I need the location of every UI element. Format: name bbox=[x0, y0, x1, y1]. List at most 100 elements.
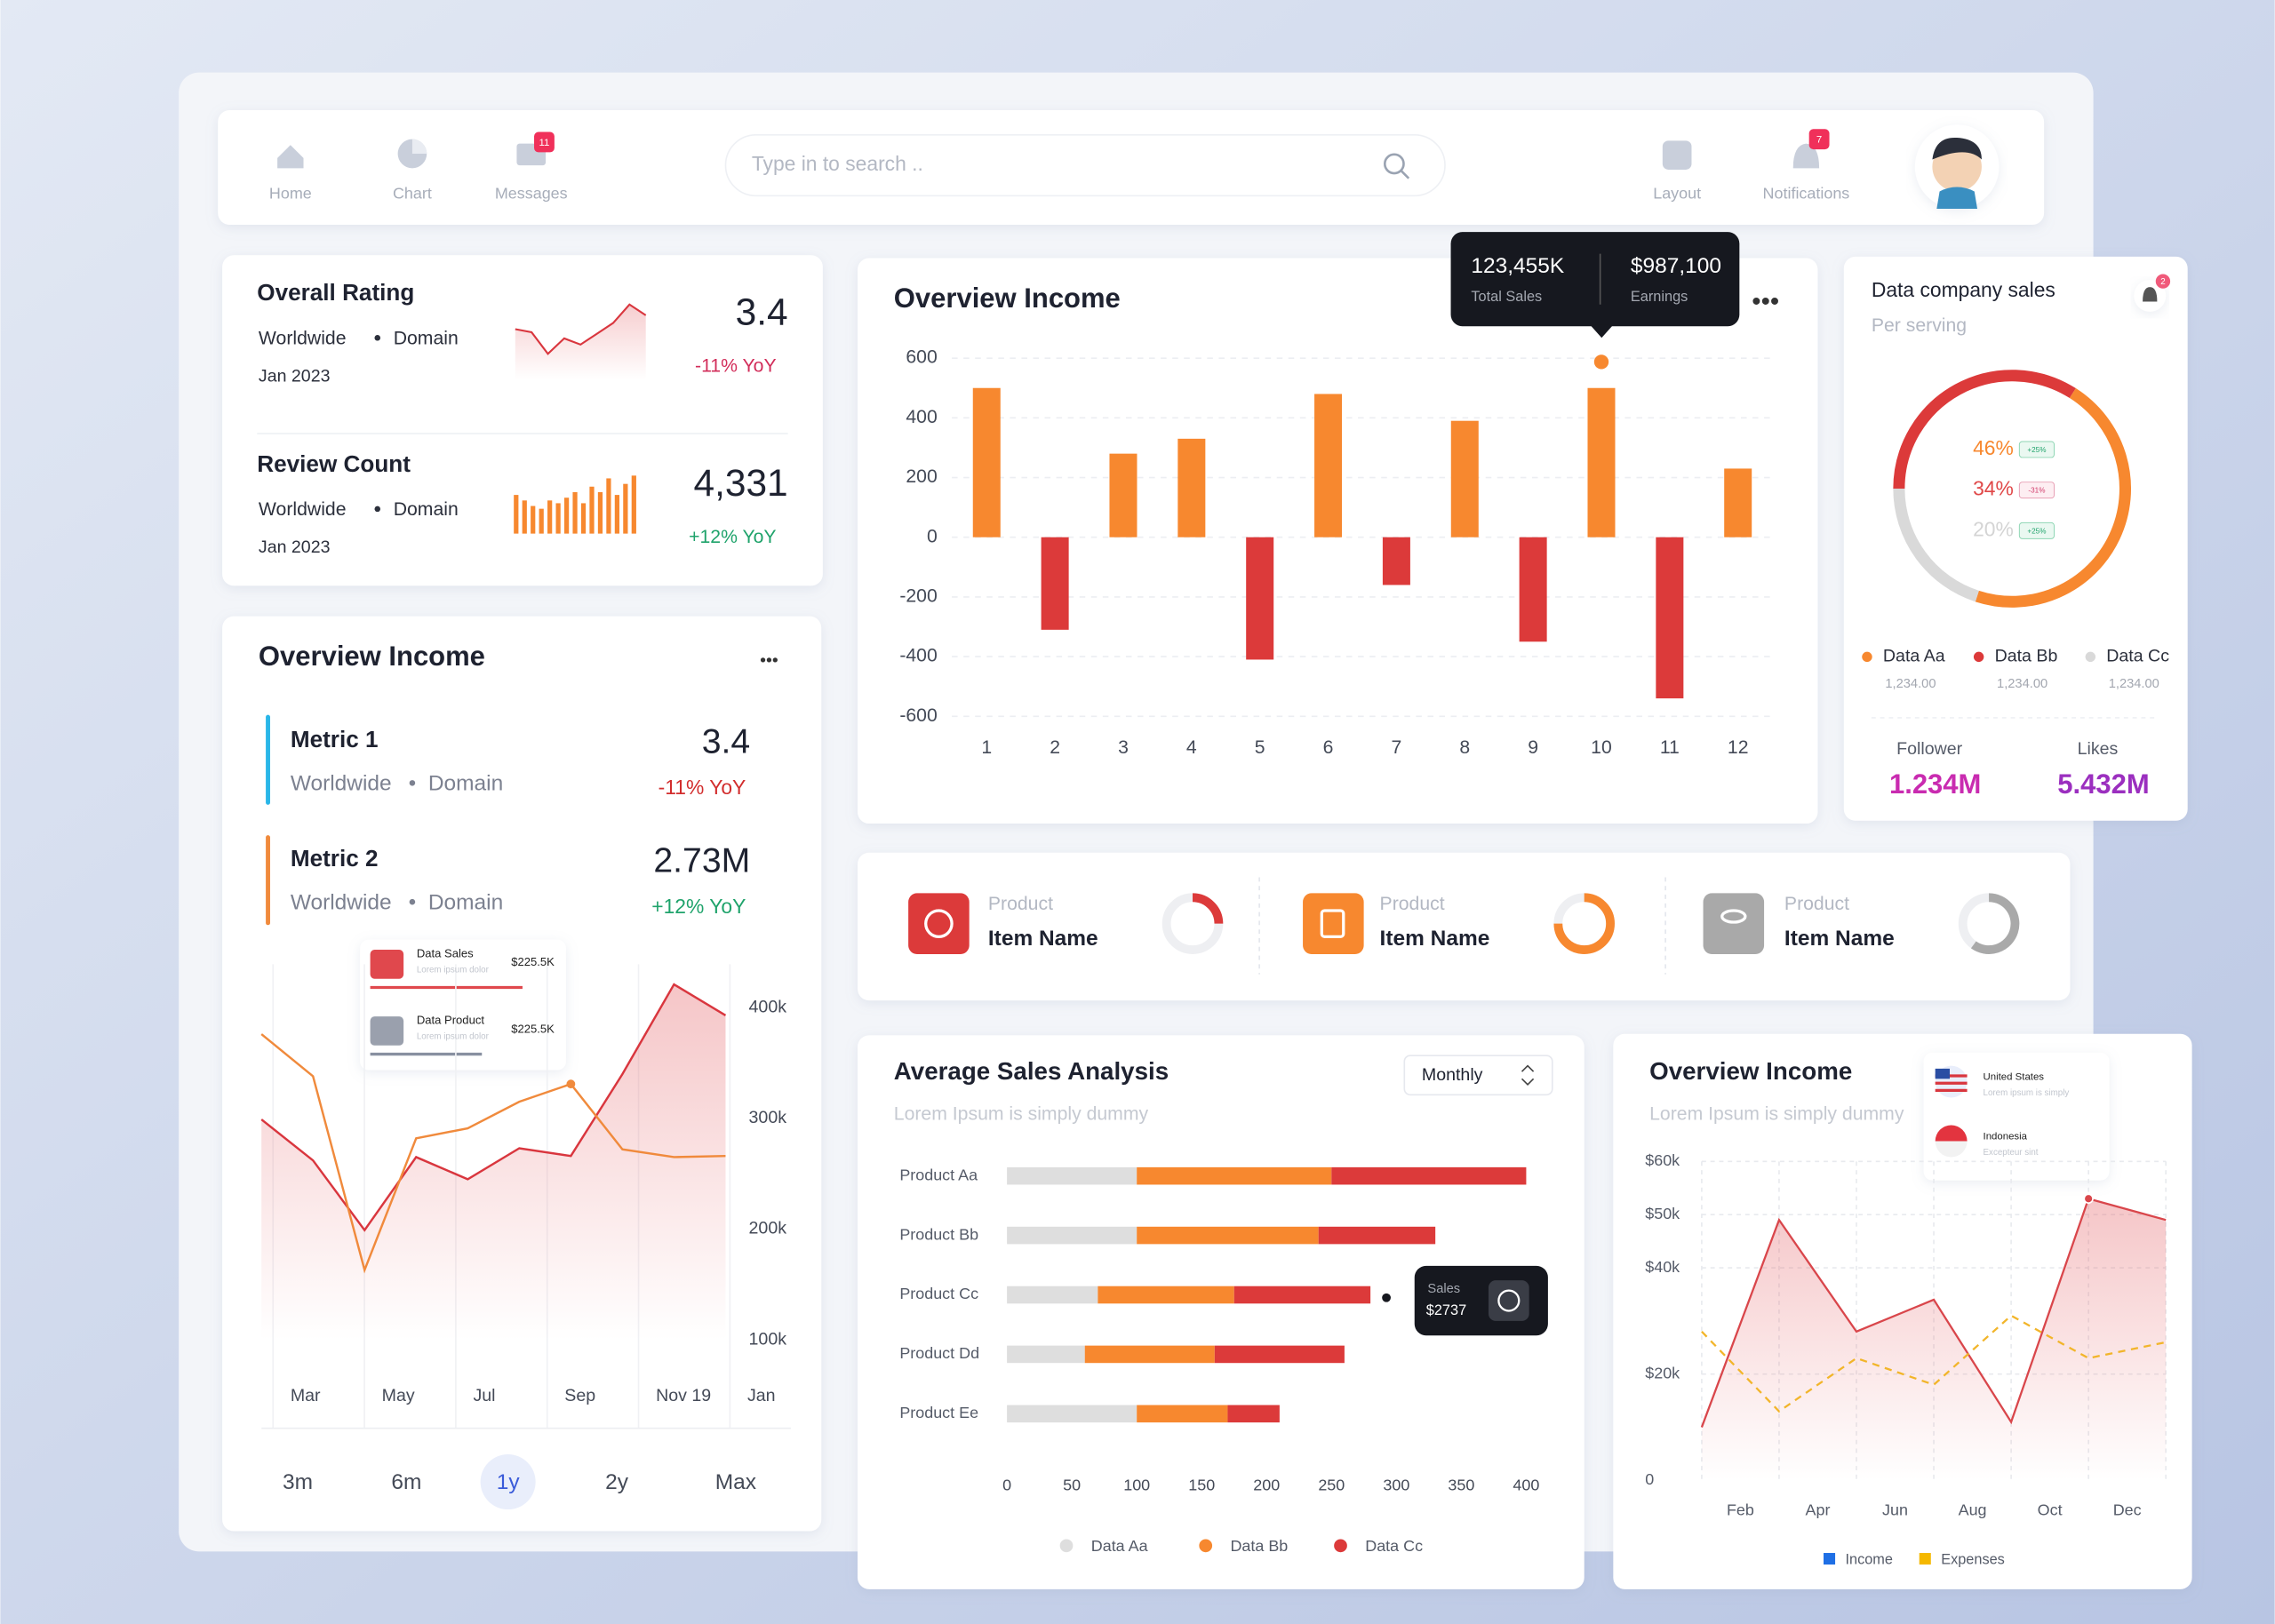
spark-bar bbox=[589, 486, 595, 534]
tooltip-name: United States bbox=[1984, 1072, 2045, 1083]
y-tick-label: 400 bbox=[906, 407, 937, 427]
nav-label[interactable]: Chart bbox=[393, 184, 432, 202]
bar-segment bbox=[1007, 1286, 1098, 1304]
period-active-bg[interactable] bbox=[480, 1454, 536, 1510]
tooltip-note: Lorem ipsum dolor bbox=[417, 1032, 490, 1042]
legend-swatch bbox=[1824, 1553, 1836, 1565]
bar-segment bbox=[1233, 1286, 1371, 1304]
bar-segment bbox=[1007, 1226, 1138, 1245]
area bbox=[1701, 1198, 2167, 1481]
domain: Domain bbox=[394, 329, 459, 349]
spark-bar bbox=[522, 500, 527, 534]
y-tick-label: $50k bbox=[1645, 1205, 1680, 1222]
bar-segment bbox=[1098, 1286, 1234, 1304]
donut-segment bbox=[1975, 388, 2131, 608]
more-menu[interactable]: ••• bbox=[1752, 287, 1779, 316]
tooltip-value: $225.5K bbox=[511, 955, 555, 968]
progress-arc bbox=[1553, 893, 1615, 954]
legend-amount: 1,234.00 bbox=[2109, 677, 2159, 691]
nav-label[interactable]: Layout bbox=[1653, 184, 1701, 202]
nav-label[interactable]: Home bbox=[269, 184, 312, 202]
period[interactable]: Max bbox=[715, 1470, 756, 1494]
flag-id-red bbox=[1935, 1125, 1968, 1142]
y-tick-label: Product Aa bbox=[899, 1166, 978, 1183]
legend-dot bbox=[1199, 1539, 1213, 1553]
bar bbox=[1382, 537, 1410, 585]
more-menu[interactable]: ••• bbox=[760, 650, 778, 670]
period[interactable]: 6m bbox=[391, 1470, 421, 1494]
tooltip-note: Excepteur sint bbox=[1984, 1148, 2039, 1158]
dot bbox=[409, 898, 416, 905]
notifications-badge-bg bbox=[1808, 129, 1830, 150]
bar bbox=[1724, 468, 1752, 537]
x-tick-label: 300 bbox=[1383, 1477, 1409, 1494]
dot bbox=[409, 780, 416, 786]
layout-icon[interactable] bbox=[1662, 140, 1692, 170]
sales-badge-bg bbox=[2155, 274, 2171, 289]
tooltip-value: 123,455K bbox=[1471, 254, 1564, 278]
bar-segment bbox=[1084, 1345, 1215, 1364]
legend-dot bbox=[1862, 651, 1872, 663]
tooltip-note: Lorem ipsum dolor bbox=[417, 965, 490, 975]
search-icon[interactable] bbox=[1383, 153, 1405, 175]
x-tick-label: 200 bbox=[1253, 1477, 1280, 1494]
metric-accent bbox=[266, 714, 270, 805]
tooltip-label: Earnings bbox=[1631, 289, 1688, 305]
messages-badge-bg bbox=[534, 131, 555, 153]
hover-dot bbox=[566, 1079, 576, 1089]
product-glyph bbox=[1320, 909, 1345, 938]
y-tick-label: 400k bbox=[749, 997, 787, 1016]
progress-arc bbox=[1970, 893, 2020, 954]
y-tick-label: Product Ee bbox=[899, 1404, 978, 1421]
y-tick-label: 200k bbox=[749, 1219, 787, 1238]
badge: 2 bbox=[2160, 277, 2165, 287]
spark-bar bbox=[514, 495, 519, 534]
bar-tooltip bbox=[1450, 232, 1740, 327]
select-text[interactable]: Monthly bbox=[1422, 1065, 1483, 1085]
change: -11% YoY bbox=[695, 356, 777, 377]
spark-bar bbox=[597, 491, 603, 534]
period[interactable]: 3m bbox=[283, 1470, 313, 1494]
y-tick-label: -200 bbox=[899, 586, 937, 607]
y-tick-label: 0 bbox=[1645, 1470, 1654, 1488]
chart-icon-slice bbox=[411, 139, 427, 155]
highlight-dot bbox=[2083, 1193, 2094, 1204]
date: Jan 2023 bbox=[259, 367, 331, 386]
tooltip-button[interactable] bbox=[1488, 1280, 1529, 1321]
bar bbox=[1246, 537, 1274, 660]
select-arrows bbox=[1521, 1064, 1535, 1086]
dot bbox=[374, 335, 381, 341]
tooltip-icon bbox=[370, 950, 404, 979]
bar bbox=[1587, 387, 1616, 537]
legend-swatch bbox=[1919, 1553, 1931, 1565]
donut-segment bbox=[1893, 370, 2076, 490]
progress-arc bbox=[1192, 893, 1224, 924]
y-tick-label: Product Bb bbox=[899, 1225, 978, 1243]
legend-label: Income bbox=[1845, 1551, 1893, 1567]
percent-badge bbox=[2018, 441, 2055, 458]
search-placeholder[interactable]: Type in to search .. bbox=[752, 152, 923, 175]
badge: 11 bbox=[539, 138, 550, 148]
bar bbox=[1656, 537, 1684, 699]
y-tick-label: 0 bbox=[927, 526, 938, 546]
period-select[interactable] bbox=[1403, 1055, 1553, 1096]
search-box[interactable] bbox=[724, 133, 1446, 197]
x-tick-label: Apr bbox=[1806, 1501, 1831, 1518]
region: Worldwide bbox=[259, 329, 347, 349]
period[interactable]: 1y bbox=[497, 1470, 521, 1494]
nav-label[interactable]: Messages bbox=[495, 184, 568, 202]
card-title: Overview Income bbox=[259, 641, 485, 672]
home-icon[interactable] bbox=[277, 145, 304, 169]
period[interactable]: 2y bbox=[605, 1470, 629, 1494]
tooltip-label: Total Sales bbox=[1471, 289, 1542, 305]
nav-label[interactable]: Notifications bbox=[1763, 184, 1850, 202]
legend-label: Data Bb bbox=[1230, 1537, 1288, 1555]
x-tick-label: Jul bbox=[473, 1386, 495, 1405]
line bbox=[1701, 1314, 2167, 1413]
metric-name: Metric 2 bbox=[291, 845, 379, 872]
legend-label: Expenses bbox=[1941, 1551, 2005, 1567]
x-tick-label: 1 bbox=[981, 737, 992, 758]
bell-icon[interactable] bbox=[1792, 143, 1820, 169]
product-glyph bbox=[1720, 909, 1747, 924]
bar-segment bbox=[1214, 1345, 1345, 1364]
